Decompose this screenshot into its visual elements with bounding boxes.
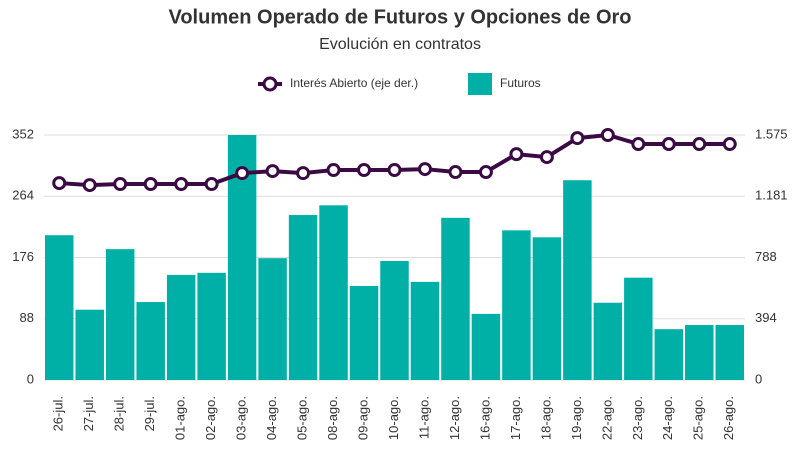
line-marker [204,177,219,191]
y-tick-label: 176 [12,249,34,264]
bar [624,277,653,380]
bar [349,286,379,380]
x-tick-label: 09-ago. [355,396,370,440]
line-marker [52,176,67,191]
x-tick-label: 10-ago. [386,396,401,440]
x-tick-label: 22-ago. [599,396,614,440]
x-tick-label: 17-ago. [508,396,523,440]
bar [288,215,318,380]
line-marker [448,165,463,180]
line-marker [692,137,707,152]
bar [593,302,623,380]
y2-tick-label: 1.575 [755,126,788,141]
bar [136,302,165,380]
legend-label: Interés Abierto (eje der.) [290,76,418,90]
x-tick-label: 01-ago. [173,396,188,440]
bar [563,180,592,380]
x-tick-label: 28-jul. [112,396,127,431]
legend-label: Futuros [500,76,541,90]
bar [471,313,501,380]
bar [685,325,714,380]
x-tick-label: 26-jul. [51,396,66,431]
line-marker [631,137,646,152]
line-marker [539,150,554,165]
x-tick-label: 03-ago. [234,396,249,440]
y-tick-label: 0 [27,371,34,386]
y2-tick-label: 394 [755,310,777,325]
line-marker [722,137,737,152]
x-tick-label: 27-jul. [81,396,96,431]
chart-subtitle: Evolución en contratos [319,36,481,53]
x-tick-label: 23-ago. [630,396,645,440]
x-tick-label: 05-ago. [295,396,310,440]
x-tick-label: 02-ago. [203,396,218,440]
line-marker [357,163,372,177]
y-tick-label: 352 [12,126,34,141]
line-marker [82,178,97,193]
line-marker [296,166,311,181]
y-tick-label: 264 [12,188,34,203]
line-marker [509,147,524,162]
x-tick-label: 08-ago. [325,396,340,440]
bar [166,274,196,380]
x-tick-label: 16-ago. [477,396,492,440]
line-marker [600,128,615,142]
line-marker [174,177,189,191]
bar [502,230,531,380]
line-marker [235,166,250,181]
bar [319,205,348,380]
bar [715,325,744,380]
line-marker [478,165,493,180]
line-marker [326,163,341,177]
bar [380,260,409,380]
legend-swatch [262,76,278,92]
x-tick-label: 12-ago. [447,396,462,440]
line-marker [417,162,432,177]
bar [654,329,684,380]
bar [105,249,135,380]
line-marker [661,137,676,152]
x-tick-label: 24-ago. [660,396,675,440]
y2-tick-label: 1.181 [755,188,788,203]
bar [410,281,440,380]
x-tick-label: 19-ago. [569,396,584,440]
bar [197,272,226,380]
y-tick-label: 88 [20,310,34,325]
chart-title: Volumen Operado de Futuros y Opciones de… [168,6,631,28]
line-marker [113,177,128,191]
legend-swatch [468,73,492,95]
x-tick-label: 25-ago. [691,396,706,440]
x-tick-label: 29-jul. [142,396,157,431]
x-tick-label: 11-ago. [416,396,431,439]
y2-tick-label: 0 [755,371,762,386]
line [59,132,730,188]
x-tick-label: 04-ago. [264,396,279,440]
x-tick-label: 26-ago. [721,396,736,440]
y2-tick-label: 788 [755,249,777,264]
x-tick-label: 18-ago. [538,396,553,440]
bar [532,237,562,380]
line-marker [387,163,402,177]
bar [258,258,287,380]
line-marker [265,164,280,179]
bar [441,217,470,380]
bar [45,235,74,380]
bar [75,309,104,380]
line-marker [143,177,158,191]
line-marker [570,131,585,146]
